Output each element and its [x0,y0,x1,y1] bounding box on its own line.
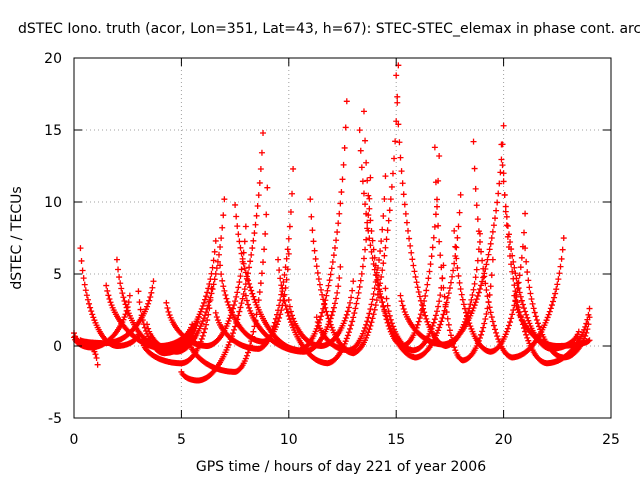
arc-markers [275,174,374,367]
arc-series [103,237,219,352]
x-tick-label: 15 [387,432,405,448]
axis-ticks [73,57,612,419]
arc-series [397,122,507,348]
grid-lines [74,58,611,418]
arc-markers [511,292,593,349]
arc-series [212,165,297,352]
x-tick-label: 20 [495,432,513,448]
arc-markers [397,122,507,348]
arc-series [511,292,593,349]
x-tick-label: 0 [70,432,79,448]
arc-markers [470,138,567,361]
arc-markers [356,127,464,361]
arc-markers [139,285,215,367]
plot-frame [73,57,612,419]
data-points [71,62,593,384]
arc-markers [431,144,496,364]
y-tick-label: 15 [44,123,62,139]
arc-series [163,223,249,349]
arc-series [139,285,215,367]
x-tick-label: 10 [280,432,298,448]
arc-markers [212,165,297,352]
arc-series [275,174,374,367]
arc-series [451,210,529,355]
y-tick-label: 0 [53,339,62,355]
arc-series [313,173,389,354]
arc-series [431,144,496,364]
y-tick-label: 5 [53,267,62,283]
arc-series [356,127,464,361]
arc-series [470,138,567,361]
chart-title: dSTEC Iono. truth (acor, Lon=351, Lat=43… [18,21,640,37]
y-tick-label: -5 [48,411,62,427]
y-tick-label: 20 [44,51,62,67]
y-tick-labels: -5 0 5 10 15 20 [44,51,62,427]
x-tick-label: 25 [602,432,620,448]
arc-markers [313,173,389,354]
arc-series [144,196,228,355]
y-axis-label: dSTEC / TECUs [9,186,25,289]
arc-markers [144,196,228,355]
x-axis-label: GPS time / hours of day 221 of year 2006 [196,459,486,475]
arc-markers [451,210,529,355]
arc-markers [163,223,249,349]
y-tick-label: 10 [44,195,62,211]
x-tick-labels: 0 5 10 15 20 25 [70,432,620,448]
arc-markers [103,237,219,352]
x-tick-label: 5 [177,432,186,448]
